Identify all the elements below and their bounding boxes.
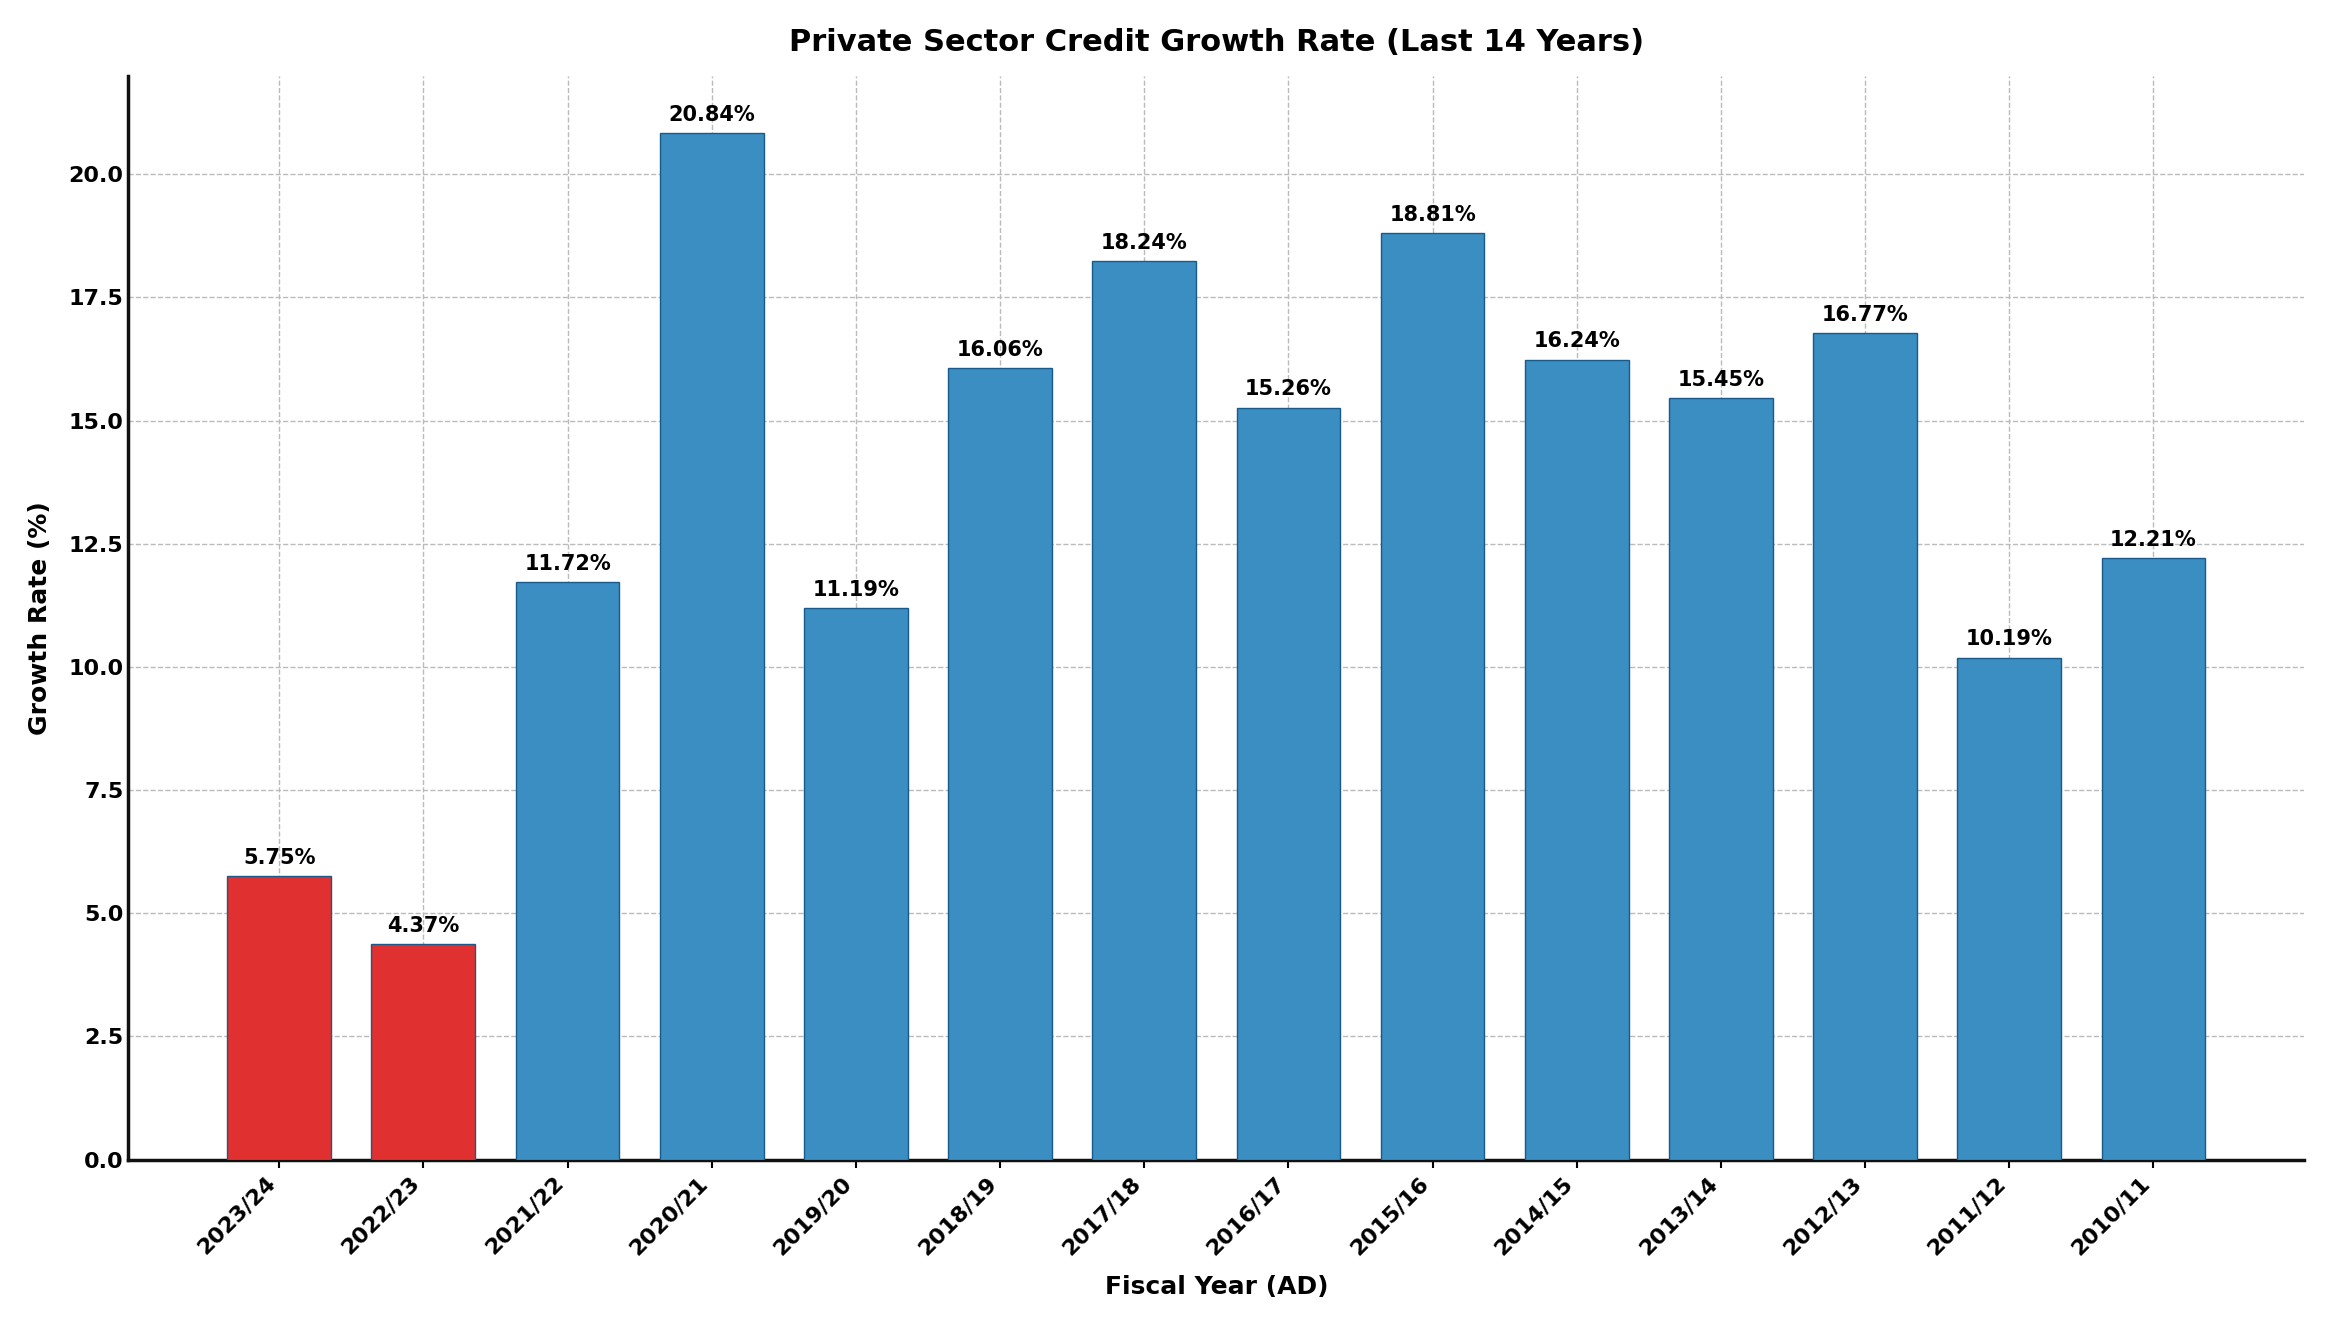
Text: 12.21%: 12.21% bbox=[2110, 529, 2197, 549]
Text: 18.24%: 18.24% bbox=[1101, 232, 1187, 252]
Text: 20.84%: 20.84% bbox=[669, 105, 756, 125]
Bar bbox=[660, 133, 763, 1160]
Bar bbox=[1381, 234, 1485, 1160]
Bar bbox=[1236, 407, 1341, 1160]
Text: 18.81%: 18.81% bbox=[1390, 204, 1476, 224]
X-axis label: Fiscal Year (AD): Fiscal Year (AD) bbox=[1105, 1275, 1329, 1299]
Text: 15.45%: 15.45% bbox=[1677, 370, 1765, 390]
Bar bbox=[805, 608, 907, 1160]
Text: 16.06%: 16.06% bbox=[956, 340, 1042, 360]
Text: 16.24%: 16.24% bbox=[1534, 332, 1621, 352]
Bar bbox=[1814, 333, 1917, 1160]
Text: 5.75%: 5.75% bbox=[243, 848, 315, 868]
Bar bbox=[515, 583, 620, 1160]
Bar bbox=[1670, 398, 1772, 1160]
Bar bbox=[226, 876, 331, 1160]
Bar bbox=[1957, 658, 2061, 1160]
Text: 11.72%: 11.72% bbox=[525, 553, 611, 573]
Text: 15.26%: 15.26% bbox=[1245, 380, 1332, 399]
Text: 4.37%: 4.37% bbox=[387, 916, 459, 936]
Text: 10.19%: 10.19% bbox=[1966, 629, 2052, 649]
Text: 16.77%: 16.77% bbox=[1821, 305, 1908, 325]
Y-axis label: Growth Rate (%): Growth Rate (%) bbox=[28, 500, 51, 735]
Bar bbox=[371, 945, 476, 1160]
Bar bbox=[1091, 261, 1196, 1160]
Title: Private Sector Credit Growth Rate (Last 14 Years): Private Sector Credit Growth Rate (Last … bbox=[788, 28, 1644, 57]
Text: 11.19%: 11.19% bbox=[812, 580, 900, 600]
Bar bbox=[2101, 559, 2206, 1160]
Bar bbox=[1525, 360, 1628, 1160]
Bar bbox=[949, 369, 1052, 1160]
